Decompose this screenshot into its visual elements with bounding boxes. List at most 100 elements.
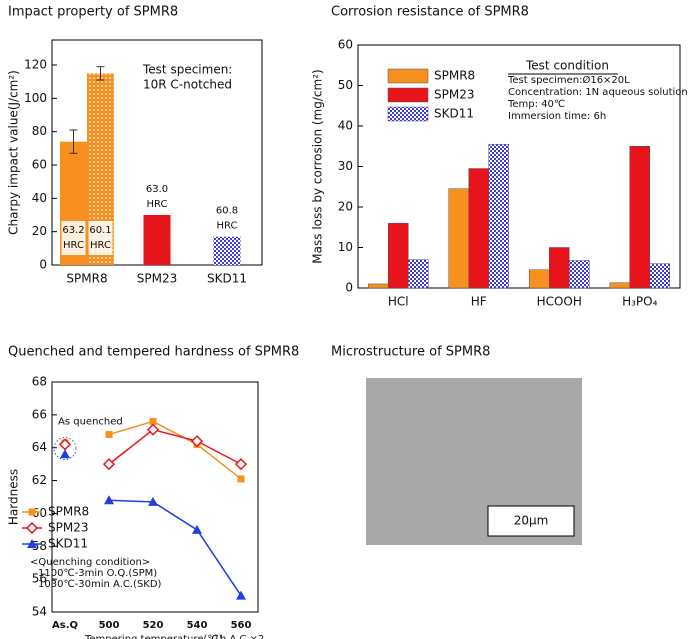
y-tick-label: 0: [39, 258, 47, 272]
hardness-unit: HRC: [147, 199, 168, 210]
hardness-label: 63.0: [146, 184, 168, 195]
bar: [388, 222, 409, 289]
y-tick-label: 58: [32, 539, 47, 553]
marker: [102, 458, 116, 471]
annotation: Test specimen:: [142, 63, 232, 77]
legend-label: SPMR8: [434, 69, 475, 83]
x-axis-label: Tempering temperature(℃): [84, 634, 223, 639]
series-line: [108, 420, 242, 480]
hardness-label: 60.1: [89, 225, 111, 236]
micrograph: 20μm: [366, 378, 582, 545]
annotation: Test condition: [525, 59, 609, 73]
y-tick-label: 60: [32, 158, 47, 172]
as-quenched-ring: [53, 437, 77, 461]
y-axis-label: Mass loss by corrosion (mg/cm²): [311, 69, 325, 263]
x-tick-label: HF: [471, 295, 487, 309]
scale-bar-label: 20μm: [514, 514, 549, 528]
annotation: Test specimen:Ø16×20L: [507, 74, 630, 86]
legend-label: SPM23: [48, 521, 88, 535]
legend-label: SKD11: [434, 107, 474, 121]
y-tick-label: 0: [345, 281, 353, 295]
bar: [143, 215, 171, 265]
note: 1030℃-30min A.C.(SKD): [38, 579, 162, 590]
marker: [192, 524, 202, 534]
y-tick-label: 64: [32, 440, 47, 454]
marker: [190, 435, 204, 448]
y-axis-label: Hardness: [7, 469, 21, 525]
y-tick-label: 56: [32, 572, 47, 586]
chart-title: Impact property of SPMR8: [8, 5, 178, 20]
y-tick-label: 20: [338, 200, 353, 214]
legend-swatch: [387, 68, 429, 84]
bar: [408, 259, 429, 289]
hardness-unit: HRC: [217, 221, 238, 232]
marker: [236, 590, 246, 600]
x-tick-label: HCOOH: [537, 295, 582, 309]
bar: [213, 236, 241, 265]
legend-label: SPM23: [434, 88, 474, 102]
series-line: [108, 428, 242, 465]
marker: [237, 475, 245, 483]
legend-label: SPMR8: [48, 505, 89, 519]
y-tick-label: 20: [32, 224, 47, 238]
marker: [105, 431, 113, 439]
image-title: Microstructure of SPMR8: [331, 345, 490, 360]
annotation: Concentration: 1N aqueous solution: [508, 87, 688, 98]
bar: [368, 283, 389, 289]
x-axis-label-suffix: -1h A.C.×2: [210, 634, 264, 639]
x-tick-label: 540: [187, 620, 208, 631]
y-tick-label: 60: [338, 38, 353, 52]
x-tick-label: As.Q: [52, 620, 78, 631]
annotation: Temp: 40℃: [507, 99, 565, 110]
series-line: [108, 499, 242, 596]
annotation: Immersion time: 6h: [508, 111, 606, 122]
y-tick-label: 66: [32, 407, 47, 421]
x-tick-label: HCl: [388, 295, 409, 309]
y-tick-label: 120: [24, 58, 47, 72]
hardness-unit: HRC: [90, 240, 111, 251]
y-tick-label: 40: [338, 119, 353, 133]
bar: [569, 260, 590, 289]
marker: [60, 449, 70, 459]
bar: [488, 143, 509, 289]
bar: [629, 146, 650, 289]
y-tick-label: 10: [338, 240, 353, 254]
y-tick-label: 60: [32, 506, 47, 520]
marker: [104, 495, 114, 505]
annotation: 10R C-notched: [143, 78, 232, 92]
x-tick-label: 500: [99, 620, 120, 631]
legend-swatch: [387, 87, 429, 103]
y-tick-label: 80: [32, 124, 47, 138]
note: 1100℃-3min O.Q.(SPM): [38, 568, 157, 579]
plot-frame: [51, 381, 259, 613]
x-tick-label: 560: [231, 620, 252, 631]
hardness-label: 63.2: [62, 225, 84, 236]
bar: [549, 247, 570, 289]
scale-box: [487, 505, 575, 537]
hardness-label: 60.8: [216, 206, 238, 217]
label-box: [88, 221, 113, 255]
bar: [609, 282, 630, 289]
marker: [148, 496, 158, 506]
bar: [529, 269, 550, 289]
y-axis-label: Charpy impact value(J/cm²): [7, 70, 21, 235]
bar: [448, 188, 469, 289]
note: <Quenching condition>: [30, 557, 150, 568]
y-tick-label: 40: [32, 191, 47, 205]
legend-label: SKD11: [48, 537, 88, 551]
bar: [649, 263, 670, 289]
hardness-unit: HRC: [63, 240, 84, 251]
y-tick-label: 50: [338, 78, 353, 92]
x-tick-label: SPMR8: [66, 272, 107, 286]
y-tick-label: 54: [32, 605, 47, 619]
as-quenched-label: As quenched: [58, 416, 123, 427]
chart-title: Corrosion resistance of SPMR8: [331, 5, 529, 20]
marker: [27, 539, 37, 548]
bar: [468, 168, 489, 289]
y-tick-label: 62: [32, 473, 47, 487]
x-tick-label: SPM23: [137, 272, 177, 286]
label-box: [61, 221, 86, 255]
x-tick-label: 520: [143, 620, 164, 631]
y-tick-label: 30: [338, 159, 353, 173]
